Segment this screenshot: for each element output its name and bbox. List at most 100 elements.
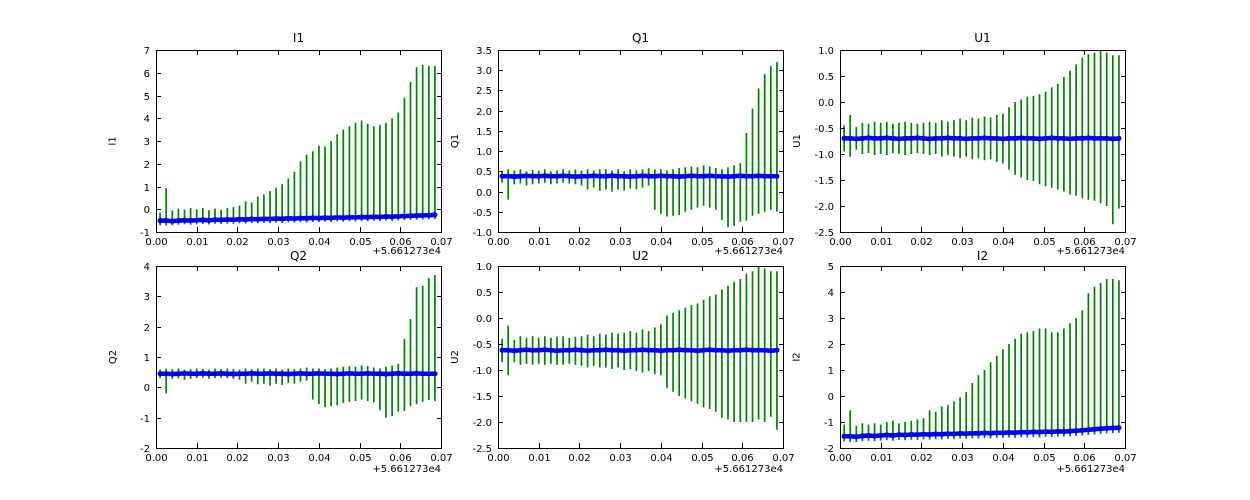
svg-text:0.01: 0.01 xyxy=(528,453,550,464)
svg-text:0.02: 0.02 xyxy=(226,453,248,464)
svg-text:-1.0: -1.0 xyxy=(472,366,492,377)
svg-text:2: 2 xyxy=(144,323,150,334)
svg-text:5: 5 xyxy=(828,262,834,273)
svg-text:0.07: 0.07 xyxy=(772,453,794,464)
svg-text:0.04: 0.04 xyxy=(308,453,330,464)
svg-text:0.03: 0.03 xyxy=(951,237,973,248)
subplot-title-u1: U1 xyxy=(974,31,991,45)
svg-text:4: 4 xyxy=(144,114,150,125)
svg-text:3: 3 xyxy=(144,137,150,148)
svg-text:0.03: 0.03 xyxy=(267,237,289,248)
svg-text:0.04: 0.04 xyxy=(992,453,1014,464)
svg-text:1.5: 1.5 xyxy=(476,127,492,138)
svg-text:2.0: 2.0 xyxy=(476,107,492,118)
svg-text:0.05: 0.05 xyxy=(349,453,371,464)
svg-text:0: 0 xyxy=(144,383,150,394)
svg-text:0: 0 xyxy=(144,205,150,216)
svg-text:0.5: 0.5 xyxy=(476,288,492,299)
svg-text:-2.0: -2.0 xyxy=(472,418,492,429)
svg-text:1: 1 xyxy=(144,183,150,194)
svg-text:0.02: 0.02 xyxy=(910,237,932,248)
svg-text:4: 4 xyxy=(828,288,834,299)
svg-text:0.00: 0.00 xyxy=(829,237,851,248)
svg-text:0.03: 0.03 xyxy=(609,453,631,464)
svg-text:6: 6 xyxy=(144,69,150,80)
svg-text:-1.5: -1.5 xyxy=(472,392,492,403)
svg-text:0.05: 0.05 xyxy=(349,237,371,248)
svg-text:-0.5: -0.5 xyxy=(814,124,834,135)
svg-text:-2.5: -2.5 xyxy=(472,444,492,455)
x-axis-offset-label: +5.661273e4 xyxy=(372,246,441,257)
svg-text:1.0: 1.0 xyxy=(476,262,492,273)
svg-text:0.03: 0.03 xyxy=(267,453,289,464)
subplot-title-q2: Q2 xyxy=(289,249,308,263)
svg-text:0.5: 0.5 xyxy=(476,167,492,178)
svg-text:0.06: 0.06 xyxy=(1073,237,1095,248)
svg-text:0.05: 0.05 xyxy=(691,237,713,248)
svg-text:-0.5: -0.5 xyxy=(472,208,492,219)
svg-text:0.02: 0.02 xyxy=(568,237,590,248)
svg-text:2: 2 xyxy=(144,160,150,171)
svg-text:0.04: 0.04 xyxy=(992,237,1014,248)
svg-text:0.02: 0.02 xyxy=(568,453,590,464)
svg-text:0.5: 0.5 xyxy=(818,72,834,83)
svg-text:0.01: 0.01 xyxy=(528,237,550,248)
x-axis-offset-label: +5.661273e4 xyxy=(1056,246,1125,257)
svg-text:0.03: 0.03 xyxy=(951,453,973,464)
svg-text:0.01: 0.01 xyxy=(186,453,208,464)
svg-text:0: 0 xyxy=(828,392,834,403)
svg-text:-1: -1 xyxy=(140,414,150,425)
svg-text:0.06: 0.06 xyxy=(731,453,753,464)
subplot-title-u2: U2 xyxy=(632,249,649,263)
svg-text:0.07: 0.07 xyxy=(1114,453,1136,464)
svg-text:1: 1 xyxy=(144,353,150,364)
y-axis-label-q2: Q2 xyxy=(106,266,122,448)
svg-text:0.07: 0.07 xyxy=(772,237,794,248)
svg-text:-1.0: -1.0 xyxy=(472,228,492,239)
svg-text:0.04: 0.04 xyxy=(650,237,672,248)
y-axis-label-text: I2 xyxy=(792,352,803,362)
svg-text:0.03: 0.03 xyxy=(609,237,631,248)
y-axis-label-text: I1 xyxy=(108,136,119,146)
svg-text:0.0: 0.0 xyxy=(476,188,492,199)
svg-text:1.0: 1.0 xyxy=(818,46,834,57)
svg-text:-1.5: -1.5 xyxy=(814,176,834,187)
svg-text:0.05: 0.05 xyxy=(1033,237,1055,248)
svg-text:0.05: 0.05 xyxy=(1033,453,1055,464)
svg-text:3.5: 3.5 xyxy=(476,46,492,57)
svg-text:-1.0: -1.0 xyxy=(814,150,834,161)
svg-text:1.0: 1.0 xyxy=(476,147,492,158)
subplot-title-i2: I2 xyxy=(976,249,989,263)
svg-text:7: 7 xyxy=(144,46,150,57)
svg-text:-2: -2 xyxy=(824,444,834,455)
y-axis-label-q1: Q1 xyxy=(448,50,464,232)
svg-text:0.06: 0.06 xyxy=(389,237,411,248)
x-axis-offset-label: +5.661273e4 xyxy=(372,464,441,475)
svg-text:3.0: 3.0 xyxy=(476,66,492,77)
svg-text:0.07: 0.07 xyxy=(1114,237,1136,248)
svg-text:0.00: 0.00 xyxy=(487,453,509,464)
svg-text:0.00: 0.00 xyxy=(145,453,167,464)
x-axis-offset-label: +5.661273e4 xyxy=(714,464,783,475)
svg-text:3: 3 xyxy=(828,314,834,325)
svg-text:0.01: 0.01 xyxy=(186,237,208,248)
x-axis-offset-label: +5.661273e4 xyxy=(1056,464,1125,475)
y-axis-label-text: Q2 xyxy=(107,349,119,365)
y-axis-label-u2: U2 xyxy=(448,266,464,448)
svg-text:-2.5: -2.5 xyxy=(814,228,834,239)
svg-text:-2.0: -2.0 xyxy=(814,202,834,213)
svg-text:0.00: 0.00 xyxy=(145,237,167,248)
svg-text:0.01: 0.01 xyxy=(870,453,892,464)
svg-text:0.01: 0.01 xyxy=(870,237,892,248)
svg-text:1: 1 xyxy=(828,366,834,377)
svg-text:0.06: 0.06 xyxy=(389,453,411,464)
y-axis-label-i1: I1 xyxy=(106,50,122,232)
svg-text:0.0: 0.0 xyxy=(818,98,834,109)
svg-text:0.00: 0.00 xyxy=(487,237,509,248)
svg-text:2: 2 xyxy=(828,340,834,351)
svg-text:-1: -1 xyxy=(824,418,834,429)
svg-text:3: 3 xyxy=(144,292,150,303)
svg-text:0.07: 0.07 xyxy=(430,237,452,248)
